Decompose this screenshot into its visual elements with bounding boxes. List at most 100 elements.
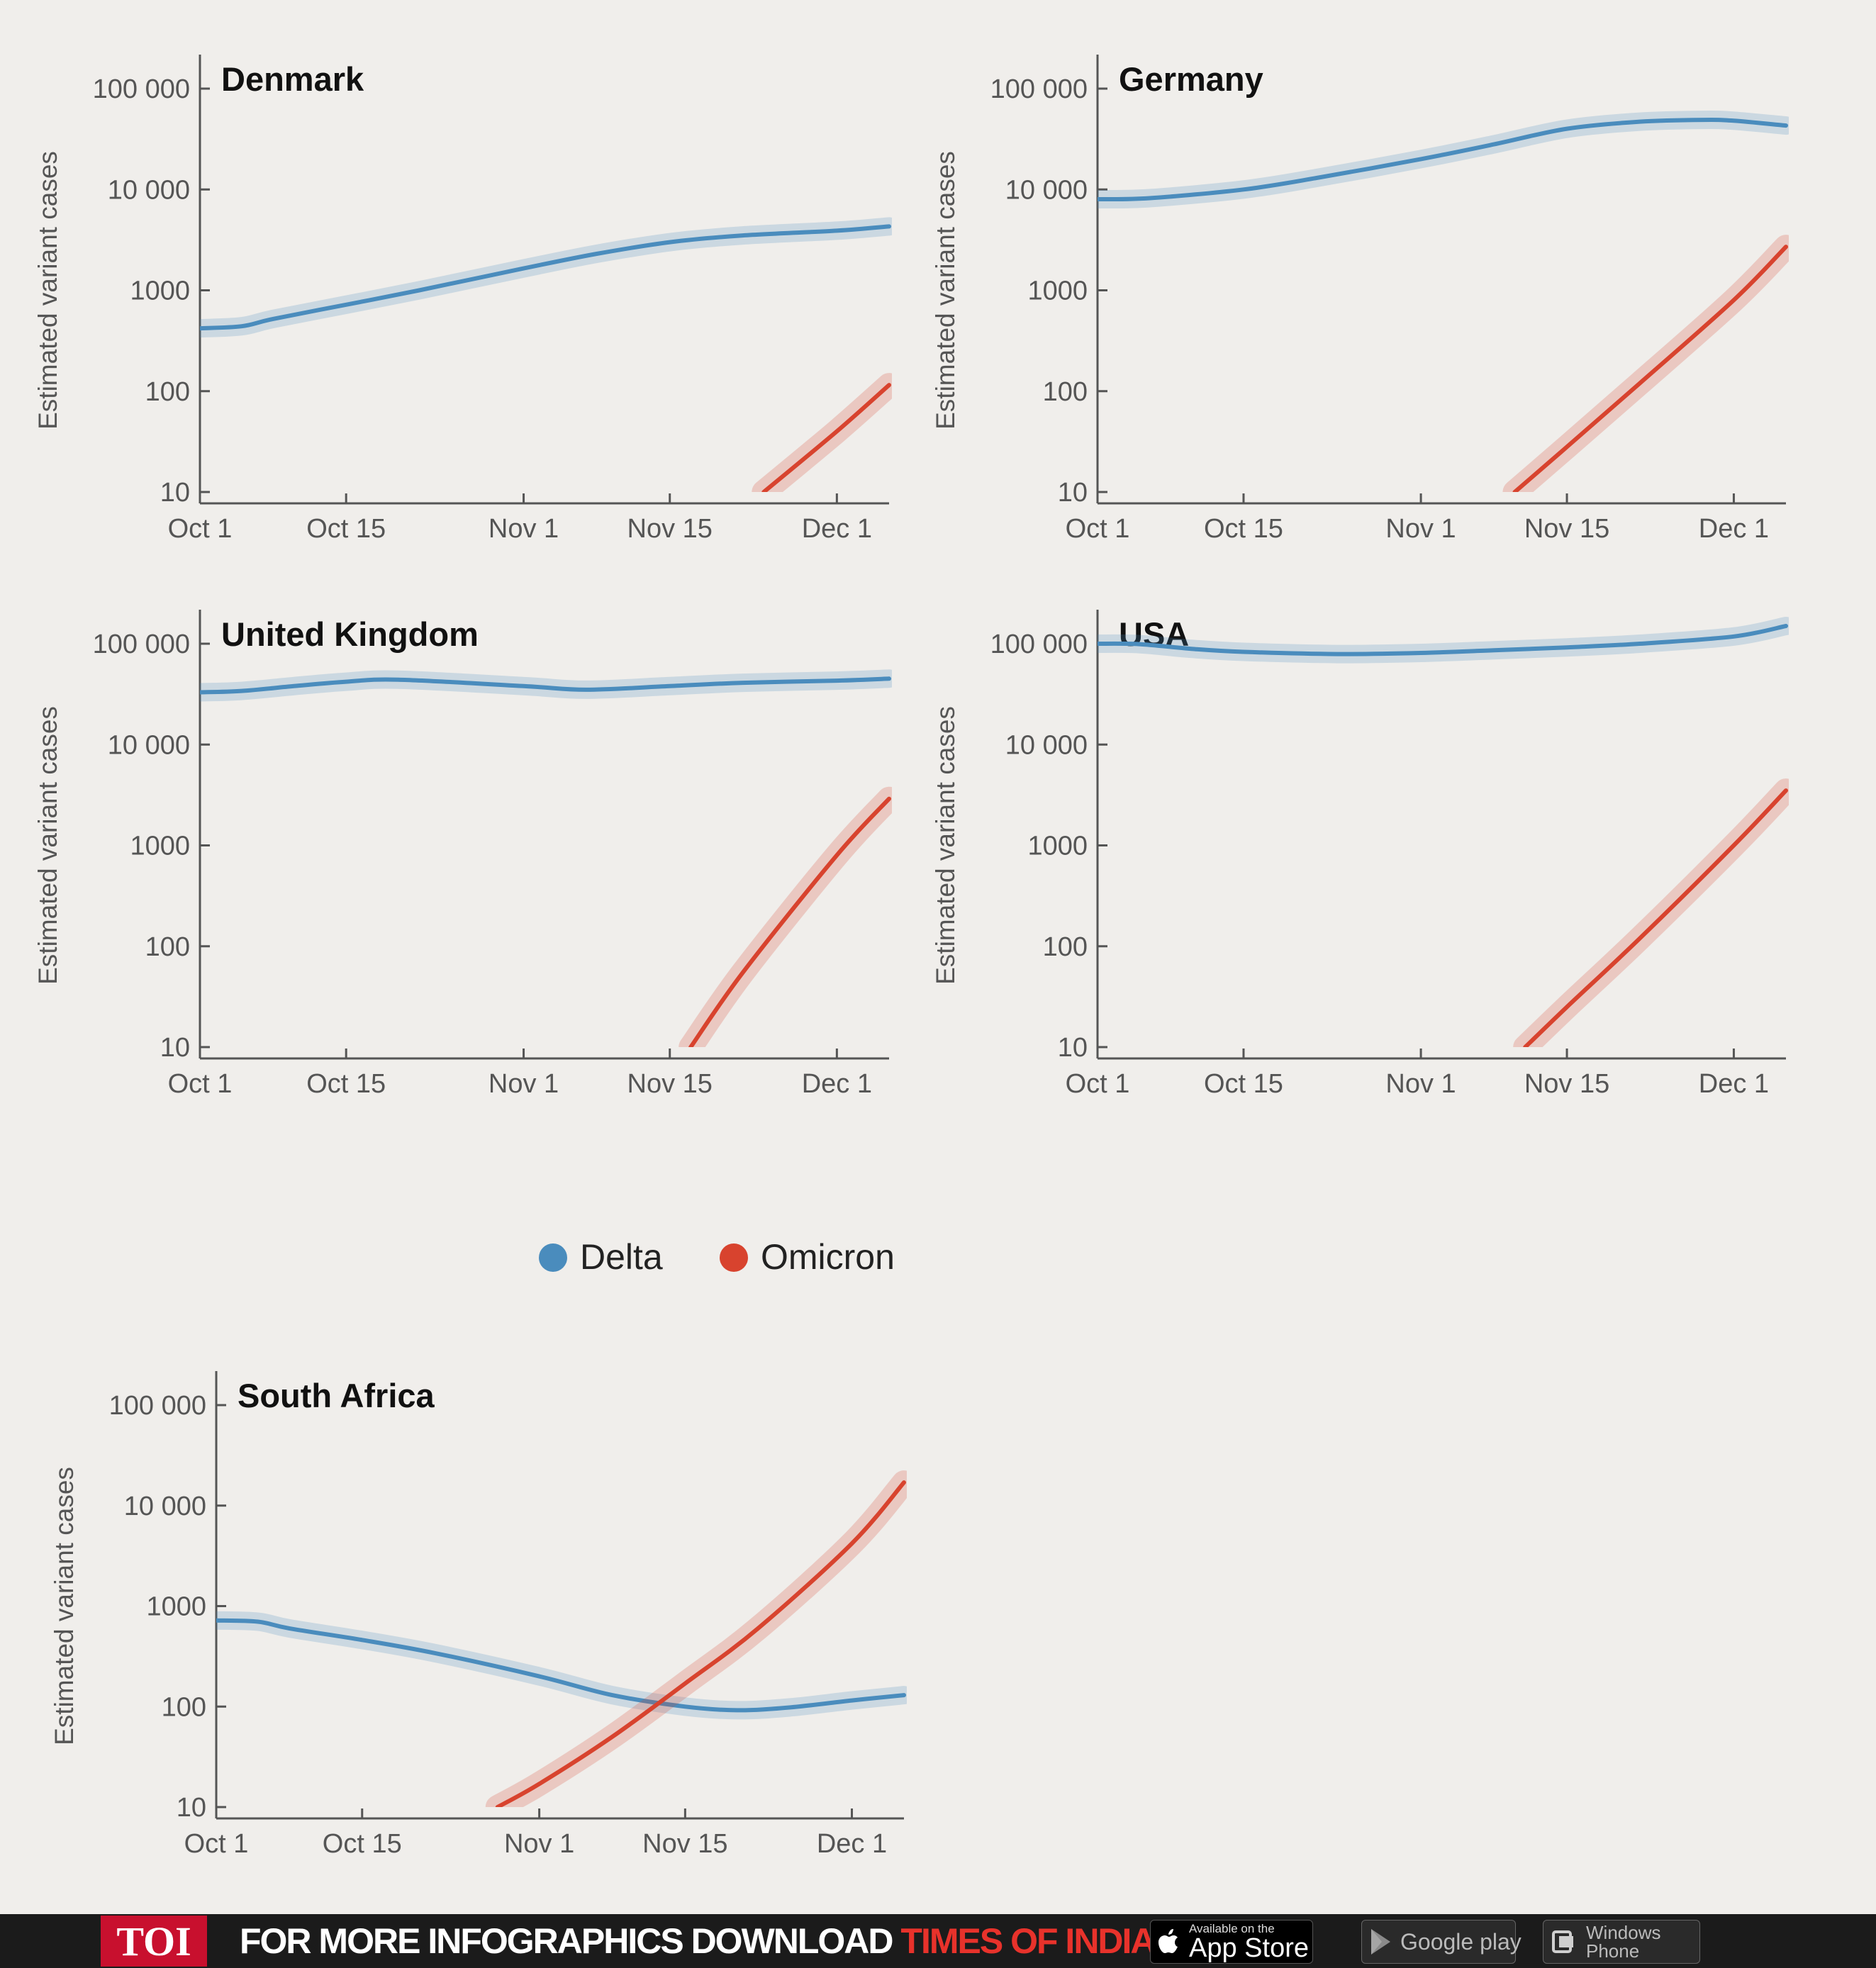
y-tick-label: 10 000 xyxy=(108,175,190,205)
y-tick-label: 10 xyxy=(160,1033,190,1063)
x-tick-label: Nov 1 xyxy=(504,1829,574,1859)
x-tick-label: Nov 15 xyxy=(1524,514,1609,544)
x-tick-label: Oct 15 xyxy=(1204,514,1283,544)
series-line-delta xyxy=(1098,624,1788,656)
y-axis-label: Estimated variant cases xyxy=(33,151,62,430)
x-tick-label: Oct 1 xyxy=(184,1829,249,1859)
y-tick-label: 100 xyxy=(145,932,190,962)
google-play-button[interactable]: Google play xyxy=(1361,1920,1522,1964)
x-tick-label: Dec 1 xyxy=(802,1069,872,1099)
x-tick-label: Oct 1 xyxy=(168,1069,233,1099)
x-tick-label: Oct 15 xyxy=(1204,1069,1283,1099)
y-tick-label: 100 xyxy=(145,377,190,407)
app-store-label: App Store xyxy=(1189,1933,1309,1963)
y-tick-label: 100 000 xyxy=(109,1391,206,1421)
windows-label-line1: Windows xyxy=(1586,1922,1661,1943)
windows-label-line2: Phone xyxy=(1586,1940,1640,1962)
series-band-omicron xyxy=(485,1470,907,1807)
panel-germany: 10 100 1000 10 000 100 000 Oct 1 Oct 15 Nov 1 No… xyxy=(931,55,1789,544)
y-tick-label: 1000 xyxy=(146,1592,206,1622)
series-line-delta xyxy=(1098,118,1788,202)
y-tick-label: 100 000 xyxy=(93,74,190,104)
y-axis-label: Estimated variant cases xyxy=(50,1467,79,1745)
x-tick-label: Dec 1 xyxy=(1699,514,1769,544)
x-tick-label: Nov 1 xyxy=(1385,1069,1456,1099)
panel-title: United Kingdom xyxy=(221,615,479,653)
series-band-delta xyxy=(1098,111,1789,209)
y-tick-label: 10 000 xyxy=(1005,175,1088,205)
x-tick-label: Oct 15 xyxy=(306,514,386,544)
x-tick-label: Dec 1 xyxy=(802,514,872,544)
y-tick-label: 100 000 xyxy=(990,74,1088,104)
series-group xyxy=(1098,111,1789,492)
x-tick-label: Nov 1 xyxy=(488,1069,559,1099)
series-line-omicron xyxy=(1523,788,1788,1047)
series-line-delta xyxy=(216,1618,906,1713)
y-tick-label: 1000 xyxy=(1027,832,1088,861)
apple-icon xyxy=(1158,1928,1182,1956)
footer-banner: TOI FOR MORE INFOGRAPHICS DOWNLOAD TIMES… xyxy=(0,1914,1876,1968)
y-tick-label: 10 000 xyxy=(124,1492,206,1521)
toi-logo[interactable]: TOI xyxy=(101,1916,207,1967)
x-tick-label: Oct 1 xyxy=(1066,1069,1130,1099)
x-tick-label: Oct 1 xyxy=(168,514,233,544)
y-tick-label: 10 xyxy=(160,478,190,508)
series-group xyxy=(1098,617,1789,1047)
y-tick-label: 10 xyxy=(177,1793,206,1823)
y-tick-label: 100 000 xyxy=(93,630,190,659)
y-tick-label: 10 xyxy=(1058,1033,1088,1063)
app-store-button[interactable]: Available on the App Store xyxy=(1150,1920,1313,1964)
y-tick-label: 100 xyxy=(1043,377,1088,407)
x-tick-label: Nov 15 xyxy=(627,514,713,544)
y-tick-label: 1000 xyxy=(1027,276,1088,306)
panel-usa: 10 100 1000 10 000 100 000 Oct 1 Oct 15 Nov 1 No… xyxy=(931,610,1789,1099)
app-store-small-text: Available on the xyxy=(1189,1921,1275,1935)
legend: Delta Omicron xyxy=(539,1237,895,1277)
x-tick-label: Nov 15 xyxy=(627,1069,713,1099)
y-axis-label: Estimated variant cases xyxy=(33,706,62,985)
x-tick-label: Nov 1 xyxy=(1385,514,1456,544)
series-line-omicron xyxy=(495,1480,906,1807)
y-tick-label: 100 xyxy=(1043,932,1088,962)
panel-denmark: 10 100 1000 10 000 100 000 Oct 1 Oct 15 Nov 1 No… xyxy=(33,55,892,544)
series-line-delta xyxy=(200,676,891,695)
google-play-label: Google play xyxy=(1400,1929,1522,1955)
y-tick-label: 10 xyxy=(1058,478,1088,508)
panel-title: Germany xyxy=(1119,60,1263,98)
series-line-omicron xyxy=(1512,245,1788,492)
series-group xyxy=(200,217,892,492)
google-play-icon xyxy=(1369,1928,1393,1956)
x-tick-label: Nov 15 xyxy=(642,1829,727,1859)
windows-phone-button[interactable]: Windows Phone xyxy=(1543,1920,1700,1964)
series-line-omicron xyxy=(688,796,891,1047)
x-tick-label: Oct 15 xyxy=(306,1069,386,1099)
footer-message: FOR MORE INFOGRAPHICS DOWNLOAD TIMES OF … xyxy=(240,1914,1231,1968)
y-tick-label: 100 xyxy=(162,1692,206,1722)
windows-icon xyxy=(1551,1928,1579,1956)
panel-title: South Africa xyxy=(238,1377,435,1414)
series-band-omicron xyxy=(679,786,892,1047)
panel-title: Denmark xyxy=(221,60,364,98)
x-tick-label: Nov 15 xyxy=(1524,1069,1609,1099)
x-tick-label: Oct 1 xyxy=(1066,514,1130,544)
legend-label-delta: Delta xyxy=(580,1237,663,1277)
series-group xyxy=(216,1470,907,1807)
legend-marker-omicron xyxy=(720,1243,748,1272)
y-tick-label: 10 000 xyxy=(1005,730,1088,760)
panel-south-africa: 10 100 1000 10 000 100 000 Oct 1 Oct 15 Nov 1 No… xyxy=(50,1371,907,1859)
series-line-delta xyxy=(200,224,891,331)
y-axis-label: Estimated variant cases xyxy=(931,706,960,985)
x-tick-label: Oct 15 xyxy=(323,1829,402,1859)
legend-label-omicron: Omicron xyxy=(761,1237,895,1277)
x-tick-label: Dec 1 xyxy=(1699,1069,1769,1099)
legend-marker-delta xyxy=(539,1243,567,1272)
footer-message-text: FOR MORE INFOGRAPHICS DOWNLOAD xyxy=(240,1921,901,1961)
y-tick-label: 1000 xyxy=(130,832,190,861)
y-axis-label: Estimated variant cases xyxy=(931,151,960,430)
y-tick-label: 1000 xyxy=(130,276,190,306)
series-line-omicron xyxy=(761,383,891,492)
y-tick-label: 10 000 xyxy=(108,730,190,760)
panel-united-kingdom: 10 100 1000 10 000 100 000 Oct 1 Oct 15 Nov 1 No… xyxy=(33,610,892,1099)
x-tick-label: Dec 1 xyxy=(817,1829,887,1859)
series-group xyxy=(200,669,892,1047)
